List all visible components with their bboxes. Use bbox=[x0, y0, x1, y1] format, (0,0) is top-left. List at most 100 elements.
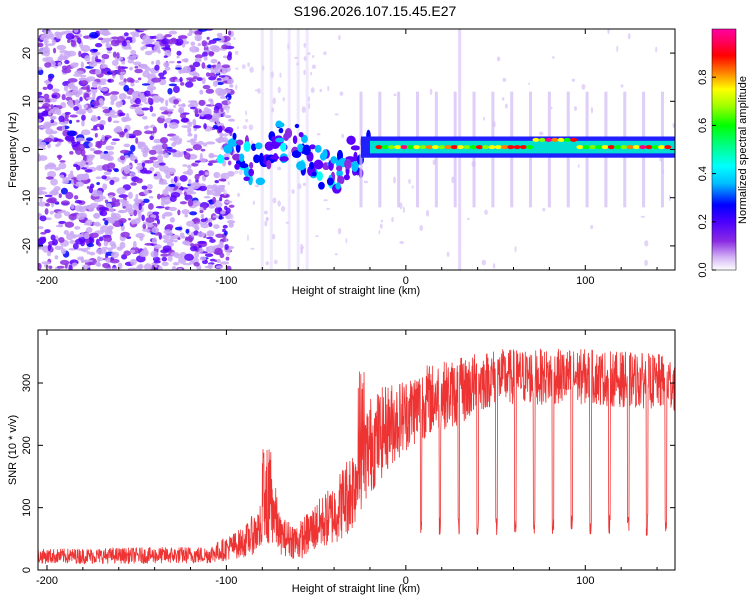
colorbar-tick-label: 0.8 bbox=[697, 70, 709, 85]
noise-blob bbox=[118, 218, 127, 224]
noise-blob bbox=[206, 236, 214, 240]
faint-speck bbox=[217, 174, 220, 178]
noise-blob bbox=[122, 203, 129, 207]
noise-blob bbox=[168, 60, 176, 64]
noise-blob bbox=[205, 246, 210, 253]
noise-blob bbox=[141, 107, 150, 111]
noise-blob bbox=[80, 61, 85, 69]
noise-blob bbox=[119, 73, 124, 81]
noise-blob bbox=[69, 150, 74, 155]
noise-blob bbox=[186, 220, 195, 227]
noise-blob bbox=[129, 153, 135, 161]
noise-blob bbox=[178, 106, 183, 114]
noise-blob bbox=[125, 131, 130, 139]
steady-line-segment bbox=[488, 145, 496, 150]
noise-blob bbox=[80, 45, 91, 52]
track-blob bbox=[294, 123, 300, 129]
noise-blob bbox=[49, 210, 54, 215]
steady-line-segment bbox=[475, 145, 483, 150]
noise-blob bbox=[152, 160, 162, 169]
noise-blob bbox=[76, 119, 80, 123]
noise-blob bbox=[109, 179, 115, 186]
noise-blob bbox=[130, 50, 137, 55]
snr-panel: -200 -100 0 100 0 100 200 300 Height of straigh… bbox=[7, 329, 676, 595]
noise-blob bbox=[98, 37, 104, 41]
noise-blob bbox=[81, 114, 86, 121]
noise-blob bbox=[221, 64, 231, 69]
noise-blob bbox=[162, 189, 169, 196]
noise-blob bbox=[191, 218, 199, 222]
faint-speck bbox=[481, 259, 487, 266]
noise-blob bbox=[127, 191, 133, 200]
noise-blob bbox=[207, 64, 212, 69]
noise-blob bbox=[224, 76, 229, 81]
noise-blob bbox=[85, 227, 93, 234]
track-blob bbox=[278, 127, 284, 134]
noise-blob bbox=[74, 205, 84, 212]
spectrogram-y-tick-label: -10 bbox=[21, 190, 33, 206]
steady-line-segment bbox=[601, 145, 609, 150]
noise-blob bbox=[63, 56, 68, 61]
faint-speck bbox=[542, 207, 546, 212]
noise-blob bbox=[104, 220, 109, 226]
snr-x-tick-label: -100 bbox=[215, 575, 237, 587]
noise-blob bbox=[107, 79, 112, 83]
noise-blob bbox=[111, 243, 117, 249]
noise-blob bbox=[101, 134, 105, 142]
steady-line-segment bbox=[645, 145, 653, 150]
track-blob bbox=[234, 163, 241, 170]
faint-speck bbox=[429, 88, 433, 95]
track-blob bbox=[280, 142, 287, 152]
noise-blob bbox=[154, 262, 158, 268]
noise-blob bbox=[50, 178, 58, 186]
track-blob bbox=[284, 128, 293, 139]
noise-blob bbox=[215, 63, 222, 71]
noise-blob bbox=[210, 58, 218, 64]
noise-blob bbox=[54, 255, 59, 260]
faint-speck bbox=[236, 192, 241, 197]
faint-speck bbox=[550, 106, 553, 110]
noise-blob bbox=[177, 35, 188, 39]
noise-blob bbox=[141, 185, 148, 190]
noise-blob bbox=[198, 109, 202, 114]
noise-blob bbox=[83, 232, 90, 240]
noise-blob bbox=[109, 70, 118, 73]
track-blob bbox=[243, 176, 250, 182]
faint-speck bbox=[223, 189, 227, 196]
noise-blob bbox=[135, 193, 139, 202]
noise-blob bbox=[184, 194, 193, 201]
noise-blob bbox=[89, 183, 95, 189]
noise-blob bbox=[130, 98, 134, 105]
track-blob bbox=[236, 139, 244, 146]
noise-blob bbox=[38, 42, 44, 48]
noise-blob bbox=[110, 141, 117, 146]
faint-speck bbox=[492, 263, 496, 269]
noise-blob bbox=[38, 140, 44, 148]
noise-blob bbox=[56, 44, 67, 51]
noise-blob bbox=[147, 97, 152, 104]
steady-line-segment bbox=[582, 145, 590, 150]
spectrogram-y-tick-label: 10 bbox=[21, 95, 33, 107]
faint-speck bbox=[226, 173, 230, 178]
noise-blob bbox=[185, 77, 195, 81]
noise-blob bbox=[100, 87, 109, 92]
noise-blob bbox=[101, 246, 109, 250]
noise-blob bbox=[116, 52, 120, 59]
noise-blob bbox=[222, 224, 228, 229]
faint-speck bbox=[315, 235, 319, 238]
faint-speck bbox=[252, 200, 256, 206]
noise-blob bbox=[112, 51, 117, 58]
noise-blob bbox=[58, 115, 65, 123]
noise-blob bbox=[151, 60, 155, 65]
noise-blob bbox=[130, 104, 140, 108]
noise-blob bbox=[69, 239, 76, 244]
noise-blob bbox=[160, 199, 165, 207]
faint-speck bbox=[249, 66, 254, 73]
noise-blob bbox=[200, 148, 206, 152]
colorbar-label: Normalized spectral amplitude bbox=[737, 76, 749, 224]
faint-speck bbox=[627, 33, 631, 40]
noise-blob bbox=[120, 231, 130, 238]
noise-blob bbox=[74, 181, 85, 187]
noise-blob bbox=[208, 72, 216, 77]
